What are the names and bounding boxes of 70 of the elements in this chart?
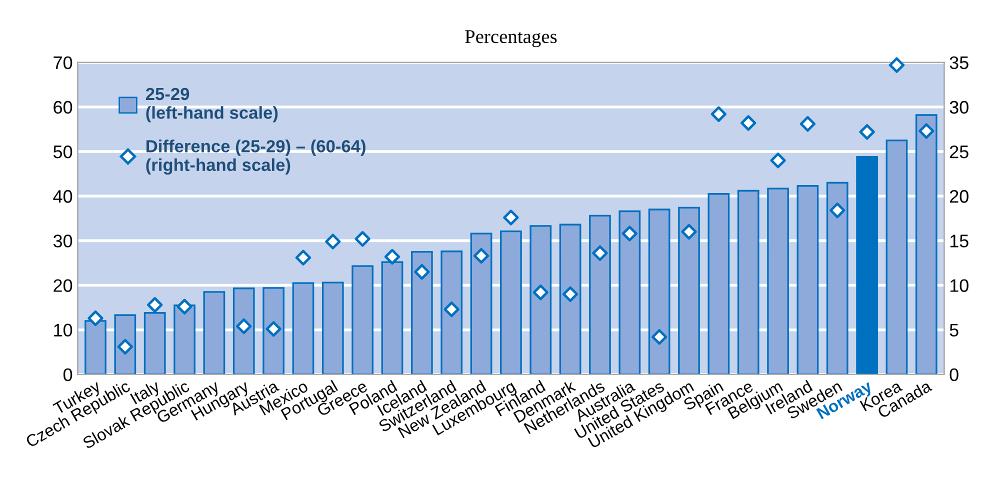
bar bbox=[530, 225, 552, 374]
point bbox=[830, 202, 846, 218]
point bbox=[295, 250, 312, 266]
point bbox=[325, 234, 341, 250]
bar bbox=[826, 182, 848, 374]
bar bbox=[678, 206, 700, 374]
point bbox=[592, 245, 608, 262]
bar bbox=[856, 156, 878, 374]
point bbox=[354, 231, 370, 247]
y-tick-label: 10 bbox=[54, 324, 72, 337]
bar bbox=[203, 291, 226, 374]
bar bbox=[796, 185, 819, 374]
point bbox=[176, 298, 192, 314]
point bbox=[740, 115, 756, 131]
y2-tick-label: 35 bbox=[950, 56, 968, 70]
point bbox=[503, 210, 519, 226]
y2-tick-label: 5 bbox=[950, 324, 958, 337]
point bbox=[651, 329, 668, 345]
bar bbox=[559, 224, 582, 374]
point bbox=[800, 116, 816, 132]
point bbox=[266, 321, 282, 337]
legend-label: Difference (25-29) – (60-64) (right-hand scale) bbox=[146, 140, 366, 175]
y2-tick-label: 25 bbox=[950, 145, 968, 158]
point bbox=[770, 152, 786, 168]
y-tick-label: 60 bbox=[54, 100, 72, 114]
y2-tick-label: 20 bbox=[950, 190, 968, 203]
y2-tick-label: 30 bbox=[950, 100, 968, 114]
bar bbox=[262, 287, 284, 374]
point bbox=[236, 318, 252, 334]
point bbox=[562, 286, 578, 302]
point bbox=[88, 310, 104, 326]
y-tick-label: 50 bbox=[53, 145, 72, 158]
bar bbox=[500, 230, 522, 374]
bar bbox=[767, 188, 789, 374]
point bbox=[414, 264, 430, 280]
y-tick-label: 30 bbox=[53, 234, 72, 248]
point bbox=[444, 301, 460, 318]
y2-tick-label: 10 bbox=[950, 279, 968, 292]
point bbox=[918, 123, 934, 139]
y2-tick-label: 0 bbox=[950, 368, 958, 382]
bar bbox=[886, 140, 908, 374]
y-tick-label: 0 bbox=[63, 368, 72, 382]
bar bbox=[440, 250, 463, 374]
y2-tick-label: 15 bbox=[950, 234, 968, 248]
legend-label: 25-29 (left-hand scale) bbox=[146, 88, 278, 122]
bar bbox=[352, 265, 374, 374]
bar bbox=[618, 210, 641, 374]
bar bbox=[470, 232, 492, 374]
y-tick-label: 70 bbox=[54, 56, 72, 70]
point bbox=[532, 284, 548, 300]
bar bbox=[737, 190, 760, 374]
y-tick-label: 40 bbox=[53, 190, 72, 203]
bar bbox=[232, 288, 255, 374]
point bbox=[622, 226, 638, 242]
point bbox=[384, 248, 400, 265]
bar bbox=[410, 250, 433, 374]
bar bbox=[322, 282, 344, 374]
bar bbox=[648, 208, 670, 374]
point bbox=[681, 224, 697, 240]
y-tick-label: 20 bbox=[54, 279, 72, 292]
chart-title: Percentages bbox=[465, 30, 557, 48]
point bbox=[147, 297, 163, 313]
point bbox=[888, 57, 905, 73]
bar bbox=[708, 193, 730, 374]
bar bbox=[292, 282, 314, 374]
point bbox=[859, 124, 875, 140]
point bbox=[710, 106, 727, 122]
point bbox=[473, 248, 490, 264]
bar bbox=[915, 114, 938, 374]
bar bbox=[589, 214, 611, 374]
